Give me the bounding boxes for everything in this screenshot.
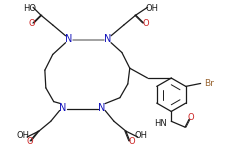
Text: N: N (59, 103, 66, 113)
Text: OH: OH (134, 131, 147, 140)
Text: O: O (128, 137, 135, 146)
Text: O: O (188, 113, 194, 122)
Text: N: N (104, 34, 112, 44)
Text: OH: OH (17, 131, 30, 140)
Text: Br: Br (205, 79, 214, 88)
Text: HN: HN (155, 119, 167, 128)
Text: O: O (29, 19, 35, 28)
Text: N: N (99, 103, 106, 113)
Text: OH: OH (145, 4, 158, 13)
Text: HO: HO (24, 4, 36, 13)
Text: O: O (27, 137, 33, 146)
Text: N: N (65, 34, 72, 44)
Text: O: O (142, 19, 149, 28)
